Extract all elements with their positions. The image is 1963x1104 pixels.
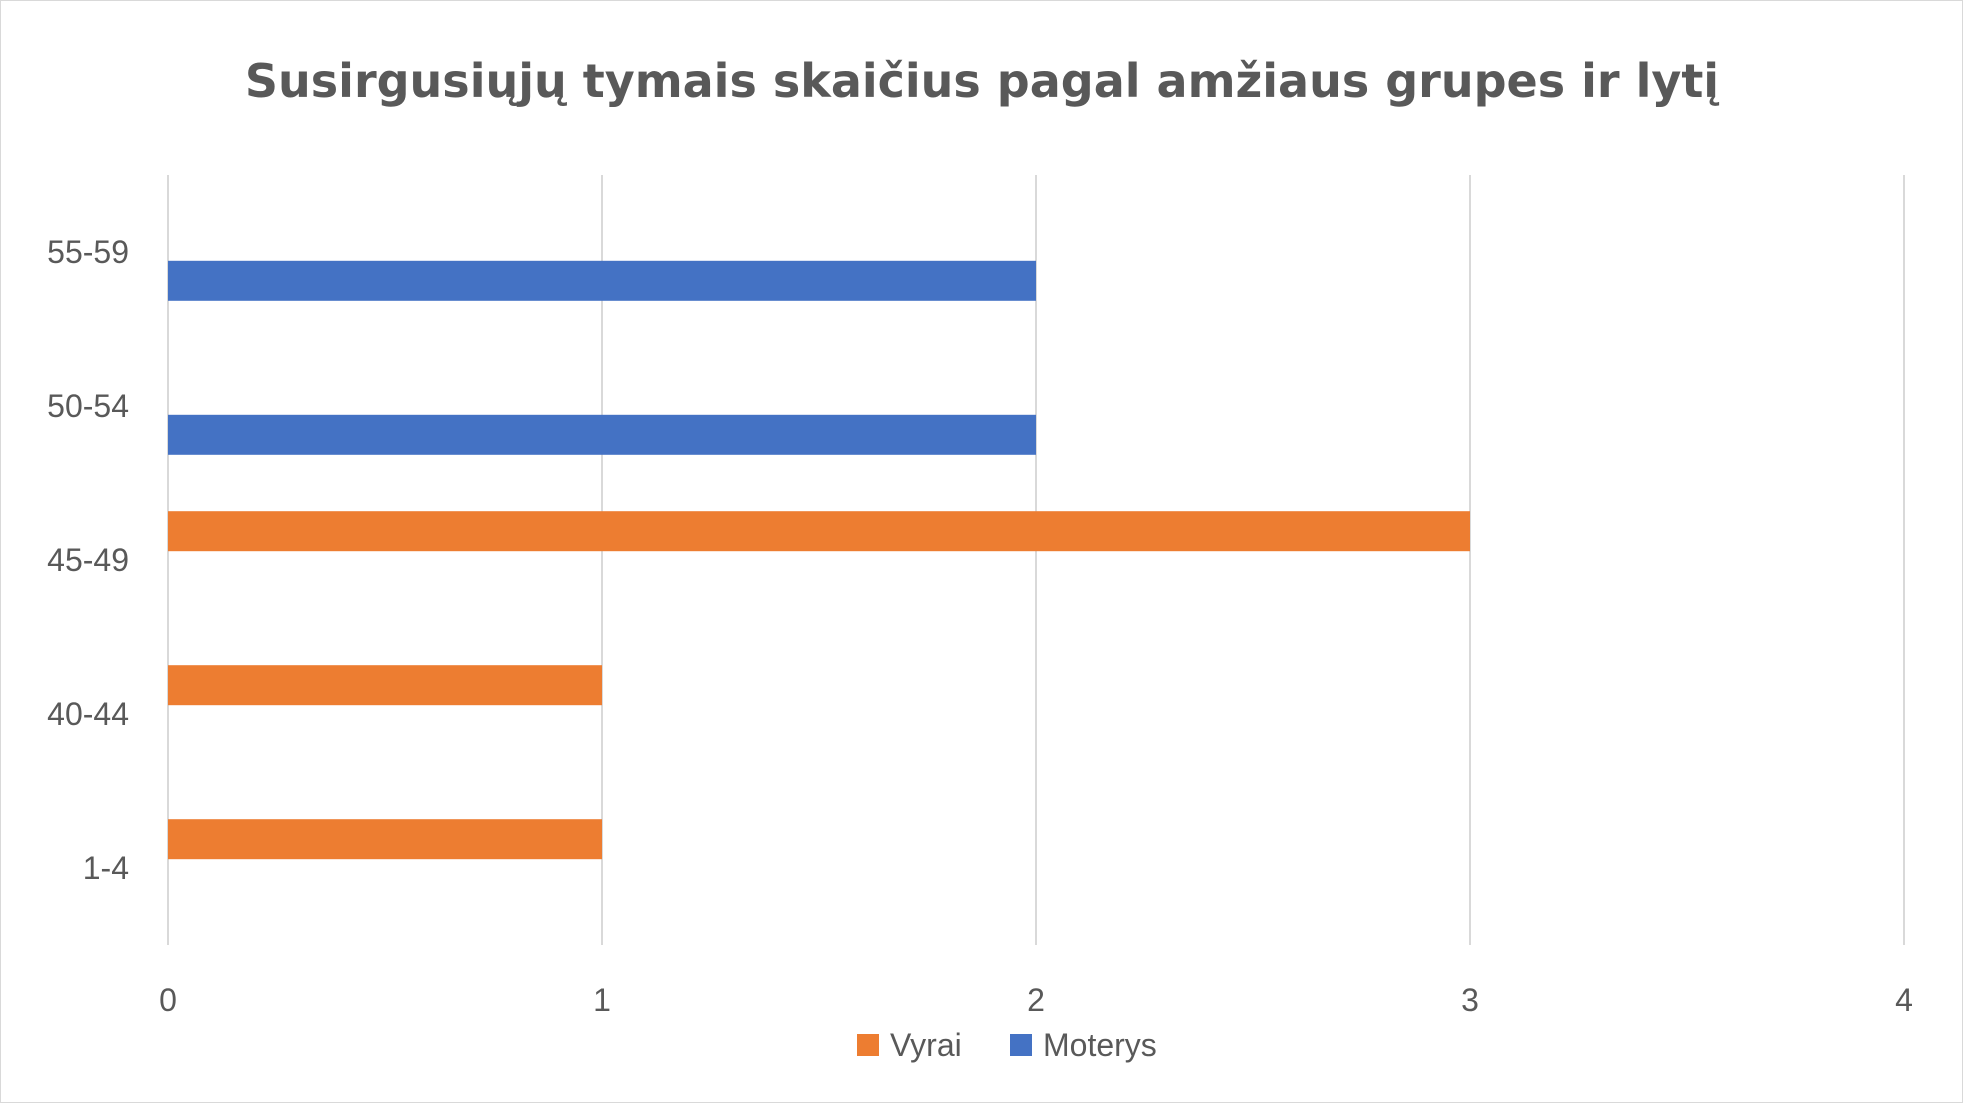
x-tick-label: 4 — [1895, 982, 1913, 1018]
legend: Vyrai Moterys — [857, 1027, 1157, 1063]
x-axis-ticks: 0 1 2 3 4 — [159, 982, 1913, 1018]
y-tick-label: 1-4 — [83, 850, 129, 886]
bar-vyrai-45-49 — [168, 511, 1470, 552]
legend-swatch-moterys — [1010, 1034, 1032, 1056]
bars — [168, 260, 1470, 860]
chart-title: Susirgusiųjų tymais skaičius pagal amžia… — [245, 54, 1719, 108]
gridlines — [167, 175, 1905, 945]
bar-vyrai-40-44 — [168, 665, 602, 706]
x-tick-label: 0 — [159, 982, 177, 1018]
legend-label-vyrai: Vyrai — [890, 1027, 962, 1063]
y-tick-label: 50-54 — [47, 388, 129, 424]
y-tick-label: 40-44 — [47, 696, 129, 732]
bar-moterys-55-59 — [168, 260, 1036, 301]
x-tick-label: 1 — [593, 982, 611, 1018]
y-tick-label: 55-59 — [47, 234, 129, 270]
x-tick-label: 3 — [1461, 982, 1479, 1018]
x-tick-label: 2 — [1027, 982, 1045, 1018]
legend-swatch-vyrai — [857, 1034, 879, 1056]
y-tick-label: 45-49 — [47, 542, 129, 578]
bar-vyrai-1-4 — [168, 819, 602, 860]
bar-moterys-50-54 — [168, 414, 1036, 455]
legend-label-moterys: Moterys — [1043, 1027, 1157, 1063]
y-axis-ticks: 1-4 40-44 45-49 50-54 55-59 — [47, 234, 129, 886]
